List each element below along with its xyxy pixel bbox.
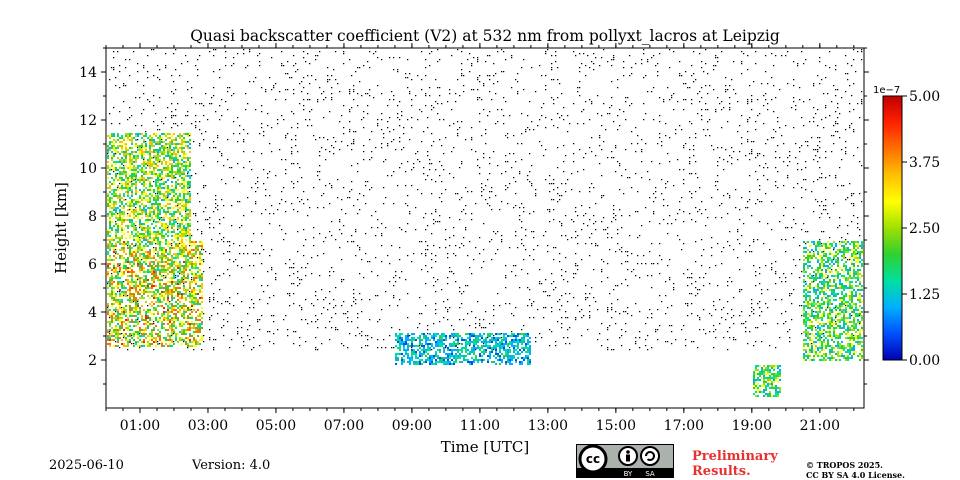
- colorbar-ticks: 0.00 1.25 2.50 3.75 5.00: [902, 89, 940, 369]
- x-tick-label: 09:00: [392, 418, 432, 434]
- y-tick-label: 10: [79, 161, 97, 177]
- y-axis-label: Height [km]: [52, 182, 70, 274]
- y-tick-label: 2: [88, 353, 97, 369]
- preliminary-line2: Results.: [692, 464, 751, 479]
- copyright-note: © TROPOS 2025. CC BY SA 4.0 License.: [806, 460, 905, 480]
- preliminary-results-note: Preliminary Results.: [692, 449, 778, 479]
- preliminary-line1: Preliminary: [692, 449, 778, 464]
- x-tick-label: 13:00: [528, 418, 568, 434]
- x-tick-label: 15:00: [596, 418, 636, 434]
- colorbar-tick-label: 1.25: [909, 287, 940, 303]
- by-label: BY: [624, 470, 633, 478]
- colorbar-exponent: 1e−7: [873, 85, 900, 96]
- x-axis: 01:00 03:00 05:00 07:00 09:00 11:00 13:00 15:00…: [105, 43, 855, 434]
- version-label: Version: 4.0: [192, 458, 271, 473]
- signal-pixels: [107, 133, 863, 397]
- signal-pixels: [107, 133, 863, 397]
- x-tick-label: 01:00: [120, 418, 160, 434]
- cc-icon-text: cc: [586, 452, 600, 466]
- noise-pixels: [107, 49, 863, 351]
- y-tick-label: 12: [79, 113, 97, 129]
- chart-title: Quasi backscatter coefficient (V2) at 53…: [190, 27, 780, 45]
- colorbar-tick-label: 5.00: [909, 89, 940, 105]
- signal-pixels: [107, 241, 203, 347]
- y-tick-label: 14: [79, 65, 97, 81]
- sa-label: SA: [645, 470, 655, 478]
- colorbar-tick-label: 2.50: [909, 221, 940, 237]
- cc-license-badge: cc BY SA: [576, 444, 674, 478]
- colorbar-tick-label: 3.75: [909, 155, 940, 171]
- x-tick-label: 19:00: [732, 418, 772, 434]
- y-tick-label: 8: [88, 209, 97, 225]
- signal-pixels: [395, 333, 531, 365]
- backscatter-heatmap: [107, 49, 863, 397]
- sa-icon: [640, 446, 660, 466]
- signal-pixels: [107, 241, 201, 345]
- x-tick-label: 07:00: [324, 418, 364, 434]
- colorbar-tick-label: 0.00: [909, 353, 940, 369]
- date-label: 2025-06-10: [49, 458, 124, 473]
- signal-pixels: [107, 133, 863, 397]
- y-tick-label: 6: [88, 257, 97, 273]
- x-tick-label: 11:00: [460, 418, 500, 434]
- x-tick-label: 17:00: [664, 418, 704, 434]
- y-axis: 2 4 6 8 10 12 14: [79, 47, 869, 385]
- x-tick-label: 03:00: [188, 418, 228, 434]
- signal-pixels: [107, 133, 863, 397]
- colorbar: [882, 95, 903, 361]
- copyright-line2: CC BY SA 4.0 License.: [806, 470, 905, 480]
- x-axis-label: Time [UTC]: [441, 438, 530, 456]
- x-tick-label: 05:00: [256, 418, 296, 434]
- x-tick-label: 21:00: [800, 418, 840, 434]
- signal-pixels: [107, 133, 863, 397]
- y-tick-label: 4: [88, 305, 97, 321]
- copyright-line1: © TROPOS 2025.: [806, 460, 883, 470]
- cc-icon: [578, 444, 608, 474]
- signal-pixels: [107, 133, 203, 347]
- plot-frame: [105, 47, 865, 409]
